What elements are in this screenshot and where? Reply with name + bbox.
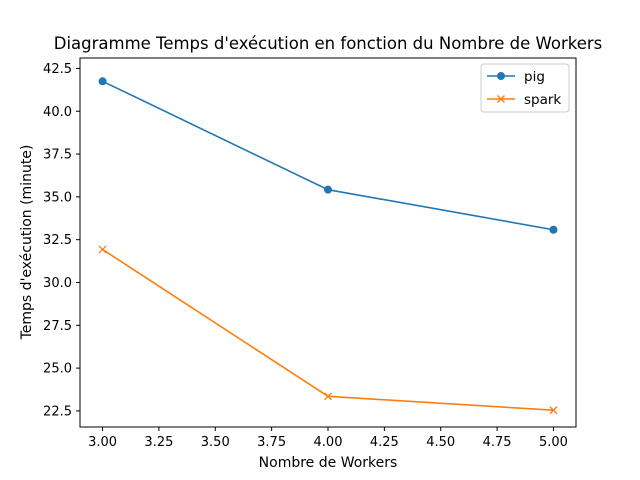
x-tick-label: 4.75 [483,435,512,450]
legend-marker-pig [497,72,505,80]
x-tick-label: 3.50 [201,435,230,450]
x-tick-label: 4.25 [370,435,399,450]
x-tick-label: 3.75 [257,435,286,450]
data-point-spark-2 [549,406,558,415]
y-tick-label: 27.5 [43,319,72,334]
data-point-pig-0 [98,77,107,86]
x-tick-label: 4.50 [426,435,455,450]
plot-area: 3.00 3.25 3.50 3.75 4.00 4.25 4.50 4.75 5.00 22.5… [43,57,577,450]
y-tick-label: 40.0 [43,105,72,120]
x-tick-label: 3.00 [88,435,117,450]
x-axis-title: Nombre de Workers [259,455,398,471]
x-tick-label: 4.00 [314,435,343,450]
x-tick-label: 5.00 [539,435,568,450]
y-tick-label: 22.5 [43,404,72,419]
data-point-pig-2 [549,225,558,234]
data-point-spark-0 [98,245,107,254]
legend-label-pig: pig [524,69,545,85]
y-tick-label: 42.5 [43,62,72,77]
x-tick-label: 3.25 [144,435,173,450]
y-tick-label: 37.5 [43,148,72,163]
y-tick-label: 30.0 [43,276,72,291]
legend-label-spark: spark [524,92,561,108]
y-tick-label: 32.5 [43,233,72,248]
legend: pig spark [480,63,570,113]
data-point-pig-1 [324,185,332,194]
data-point-spark-1 [324,392,332,401]
legend-marker-spark [497,95,505,103]
y-axis-title: Temps d'exécution (minute) [19,145,35,341]
y-tick-label: 25.0 [43,362,72,377]
y-tick-label: 35.0 [43,190,72,205]
chart-title: Diagramme Temps d'exécution en fonction … [54,34,603,53]
